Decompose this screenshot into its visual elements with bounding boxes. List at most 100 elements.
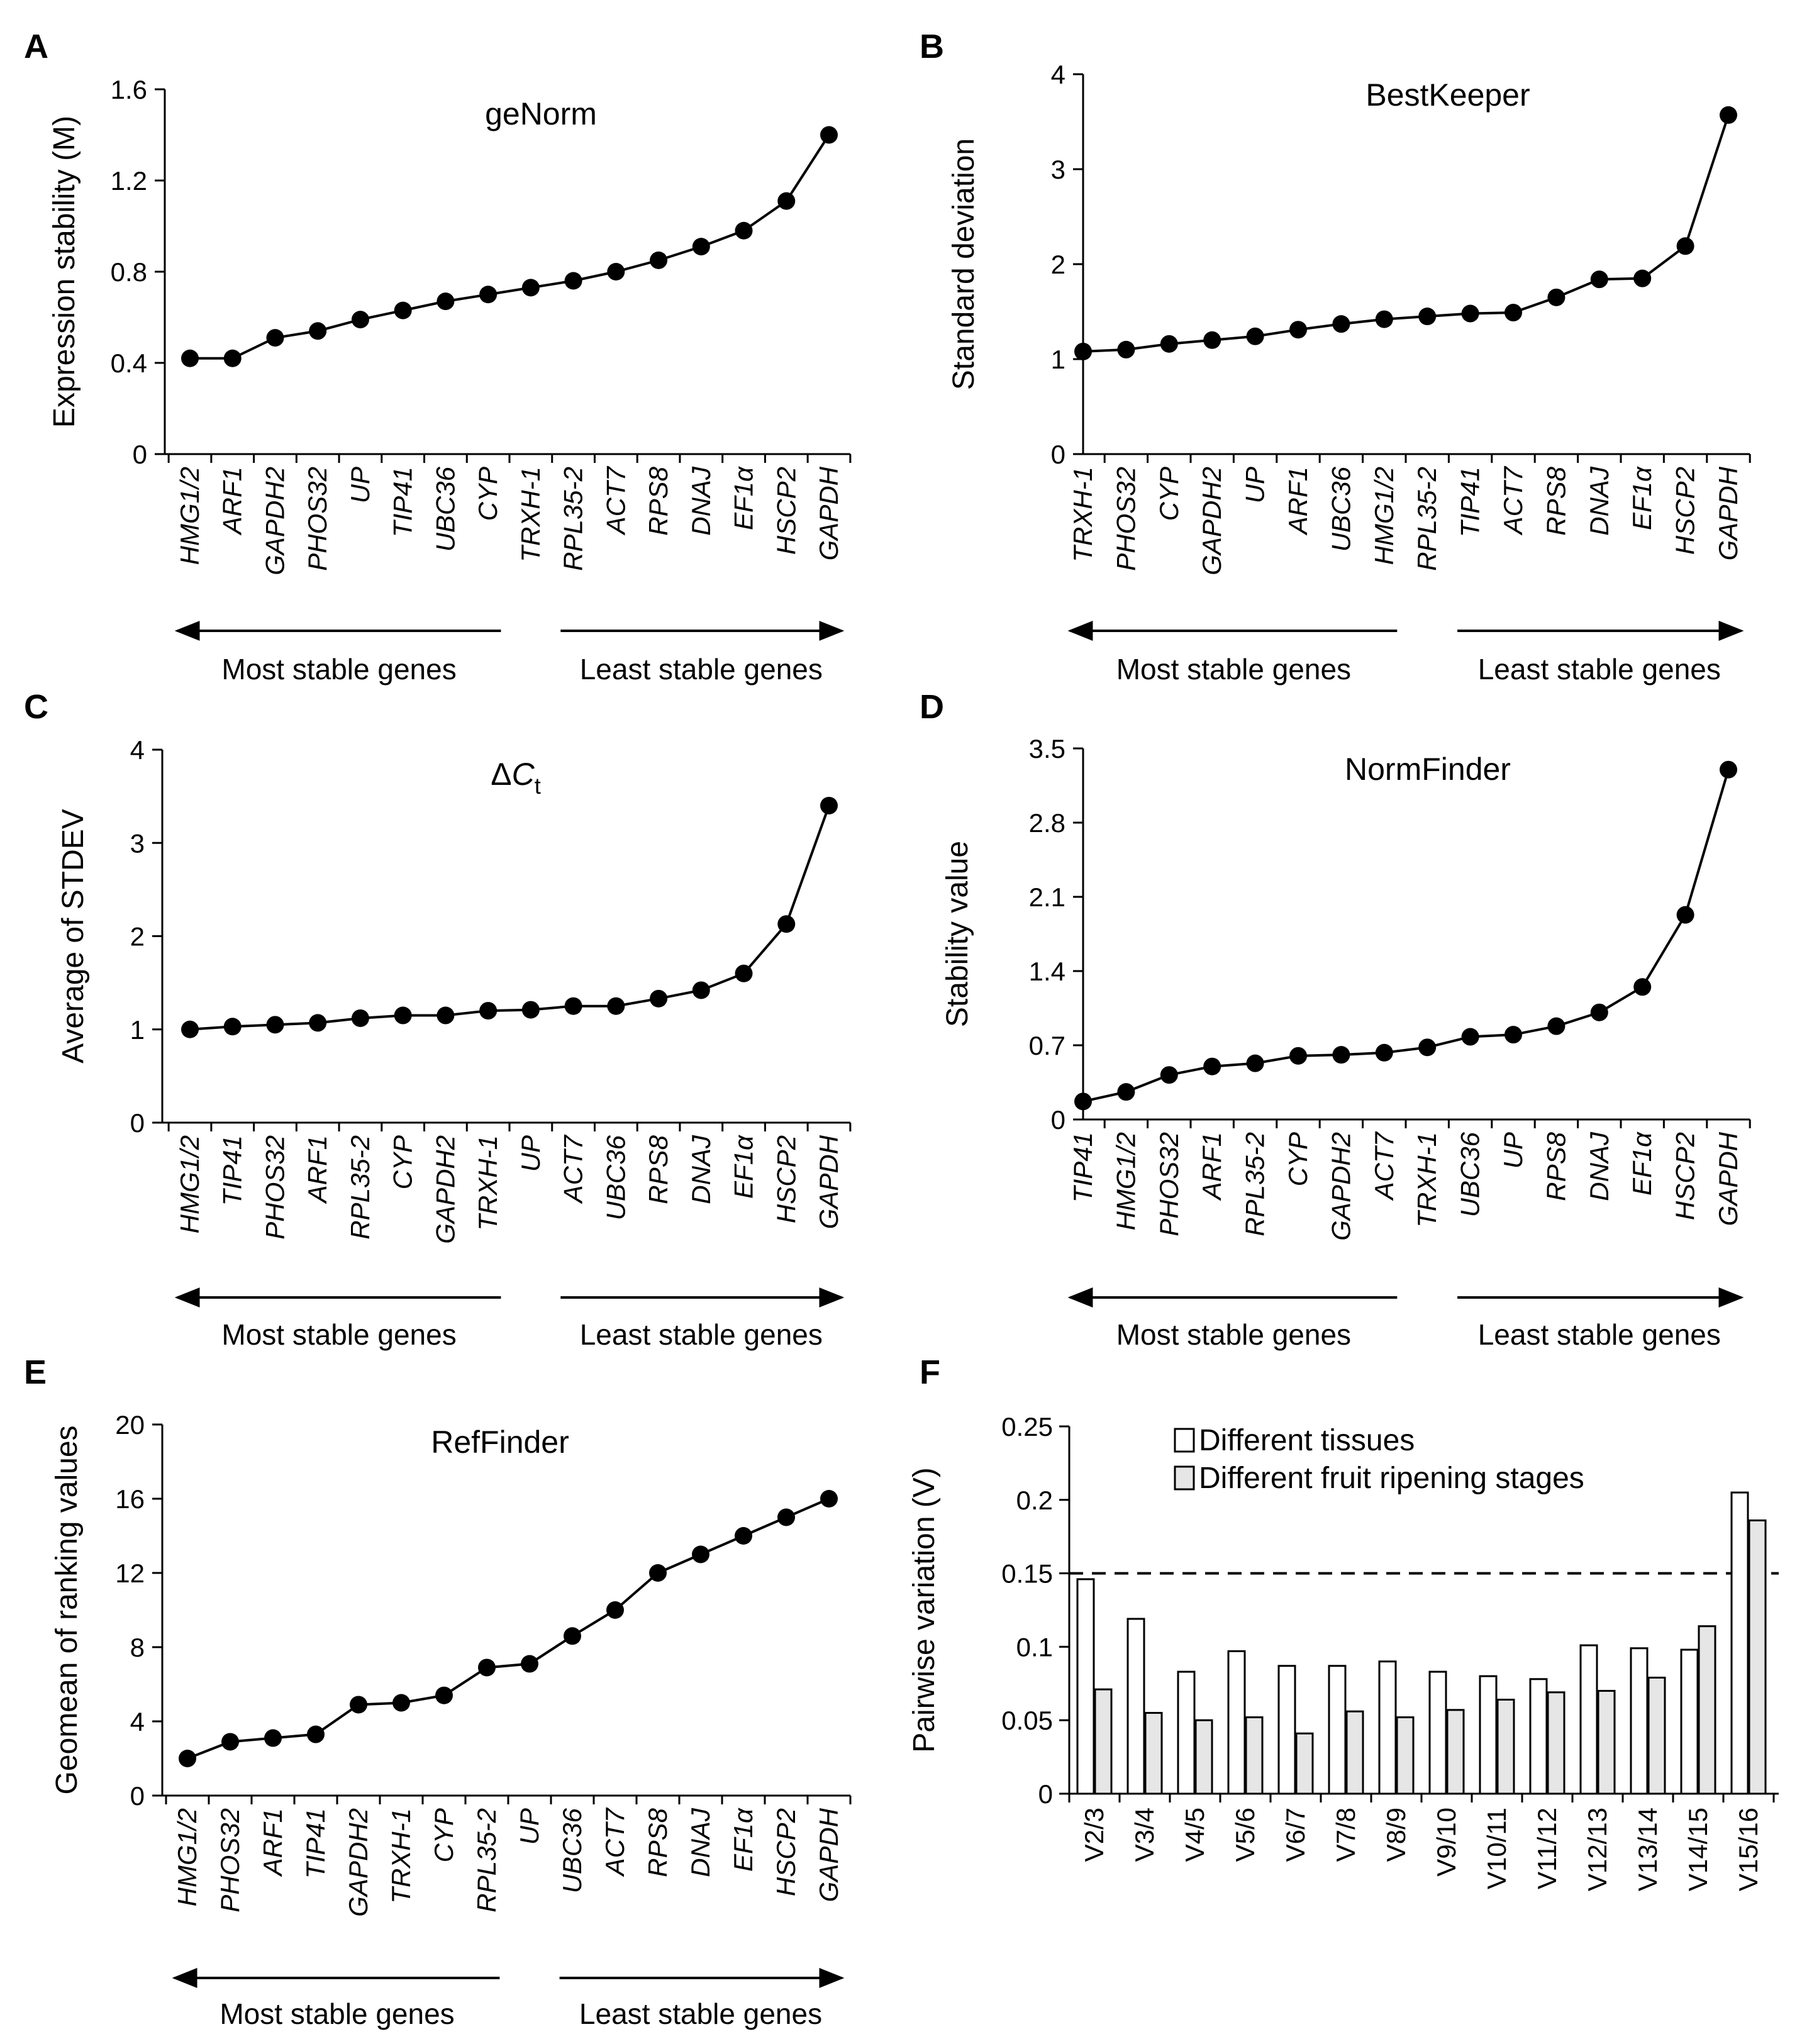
gene-label-trxh-1: TRXH-1 (1412, 1132, 1442, 1228)
data-point-rpl35-2 (478, 1658, 496, 1677)
chart-title: ΔCt (491, 757, 541, 799)
y-tick-label: 1.2 (111, 166, 147, 196)
legend-label-different-tissues: Different tissues (1199, 1424, 1415, 1457)
data-point-cyp (1289, 1047, 1307, 1065)
gene-label-hscp2: HSCP2 (771, 1808, 801, 1896)
data-point-rps8 (1547, 1017, 1566, 1035)
most-stable-label: Most stable genes (220, 1997, 454, 2030)
data-point-gapdh (1720, 760, 1737, 779)
data-point-ubc36 (437, 292, 455, 311)
data-point-ubc36 (607, 997, 625, 1015)
y-tick-label: 1.6 (111, 75, 147, 104)
gene-label-arf1: ARF1 (303, 1135, 332, 1204)
gene-label-act7: ACT7 (600, 1807, 630, 1877)
data-point-rpl35-2 (1246, 1054, 1264, 1072)
data-point-act7 (1504, 304, 1522, 322)
data-point-up (351, 311, 369, 329)
y-tick-label: 0 (130, 1781, 145, 1811)
bar-different-tissues-v12-13 (1579, 1644, 1598, 1795)
gene-label-hscp2: HSCP2 (771, 467, 801, 555)
y-axis-label: Expression stability (M) (48, 116, 81, 428)
gene-label-hscp2: HSCP2 (1671, 1132, 1700, 1220)
panel-letter: B (920, 28, 944, 65)
chart-title: RefFinder (431, 1425, 569, 1460)
bar-different-tissues-v15-16 (1730, 1491, 1749, 1795)
most-stable-label: Most stable genes (1116, 1318, 1351, 1351)
data-point-ef1 (1633, 978, 1652, 996)
series-line (1082, 769, 1730, 1103)
gene-label-phos32: PHOS32 (1154, 1132, 1184, 1236)
gene-label-act7: ACT7 (559, 1134, 588, 1204)
category-label-v6-7: V6/7 (1281, 1808, 1310, 1862)
data-point-trxh-1 (1418, 1038, 1437, 1057)
data-point-gapdh (820, 796, 838, 814)
data-point-rps8 (650, 989, 668, 1008)
gene-label-gapdh: GAPDH (1713, 466, 1743, 560)
least-stable-label: Least stable genes (1478, 1318, 1721, 1351)
data-point-tip41 (1074, 1092, 1092, 1111)
gene-label-cyp: CYP (1283, 1132, 1313, 1186)
bar-different-fruit-ripening-stages-v3-4 (1144, 1712, 1163, 1795)
y-tick-label: 0.2 (1016, 1486, 1053, 1515)
data-point-gapdh2 (1332, 1046, 1350, 1064)
panel-a: A 0 0.4 0.8 1.2 1.6 Expression stability (M) ge… (24, 28, 852, 686)
gene-label-gapdh2: GAPDH2 (1326, 1132, 1355, 1241)
panel-letter: C (24, 688, 48, 726)
gene-label-hscp2: HSCP2 (1671, 467, 1700, 555)
data-point-arf1 (309, 1014, 327, 1032)
y-tick-label: 0 (130, 1108, 145, 1138)
gene-label-cyp: CYP (473, 467, 503, 521)
data-point-gapdh2 (437, 1006, 455, 1025)
bar-different-fruit-ripening-stages-v14-15 (1698, 1625, 1716, 1795)
y-axis-label: Standard deviation (947, 138, 981, 390)
data-point-gapdh (820, 126, 838, 144)
data-point-tip41 (307, 1725, 325, 1743)
bar-different-fruit-ripening-stages-v15-16 (1748, 1519, 1767, 1795)
bar-different-fruit-ripening-stages-v11-12 (1547, 1691, 1566, 1795)
y-tick-label: 0 (1051, 1105, 1065, 1135)
gene-label-rps8: RPS8 (643, 1808, 672, 1877)
bar-different-fruit-ripening-stages-v7-8 (1345, 1710, 1364, 1795)
least-stable-label: Least stable genes (1478, 653, 1721, 686)
y-tick-label: 2 (130, 922, 145, 952)
gene-label-dnaj: DNAJ (686, 1808, 715, 1877)
data-point-hscp2 (777, 192, 796, 210)
y-tick-label: 20 (115, 1410, 145, 1440)
gene-label-ubc36: UBC36 (1326, 466, 1355, 552)
data-point-phos32 (1160, 1066, 1178, 1084)
bar-different-tissues-v2-3 (1076, 1578, 1095, 1795)
gene-label-ubc36: UBC36 (1455, 1131, 1485, 1217)
gene-label-trxh-1: TRXH-1 (386, 1808, 416, 1904)
chart-title: BestKeeper (1365, 77, 1530, 113)
most-stable-label: Most stable genes (221, 1318, 456, 1351)
gene-label-tip41: TIP41 (1068, 1132, 1098, 1203)
legend-swatch-different-fruit-ripening-stages (1174, 1465, 1195, 1491)
gene-label-gapdh: GAPDH (814, 1135, 843, 1229)
y-tick-label: 0 (133, 440, 147, 469)
category-label-v7-8: V7/8 (1331, 1808, 1360, 1862)
gene-label-tip41: TIP41 (388, 467, 418, 537)
y-tick-label: 2.1 (1029, 882, 1065, 912)
gene-label-rpl35-2: RPL35-2 (1240, 1132, 1270, 1236)
data-point-hscp2 (1676, 237, 1694, 255)
gene-label-cyp: CYP (429, 1808, 459, 1862)
data-point-act7 (607, 263, 625, 280)
data-point-phos32 (266, 1016, 284, 1034)
gene-label-hmg1-2: HMG1/2 (175, 467, 204, 565)
bar-different-tissues-v13-14 (1630, 1647, 1649, 1795)
bar-different-fruit-ripening-stages-v4-5 (1194, 1719, 1213, 1795)
data-point-up (1504, 1026, 1522, 1044)
data-point-dnaj (1590, 1003, 1608, 1021)
gene-label-hmg1-2: HMG1/2 (1111, 1132, 1140, 1230)
data-point-rps8 (1547, 288, 1566, 306)
data-point-ef1 (1633, 269, 1652, 287)
bar-different-fruit-ripening-stages-v6-7 (1295, 1732, 1314, 1795)
bar-different-fruit-ripening-stages-v2-3 (1094, 1688, 1113, 1795)
least-stable-label: Least stable genes (580, 1318, 823, 1351)
data-point-phos32 (221, 1733, 239, 1751)
gene-label-tip41: TIP41 (218, 1135, 247, 1206)
gene-label-up: UP (516, 1135, 545, 1172)
bar-different-tissues-v6-7 (1277, 1665, 1296, 1795)
data-point-gapdh2 (350, 1696, 367, 1714)
